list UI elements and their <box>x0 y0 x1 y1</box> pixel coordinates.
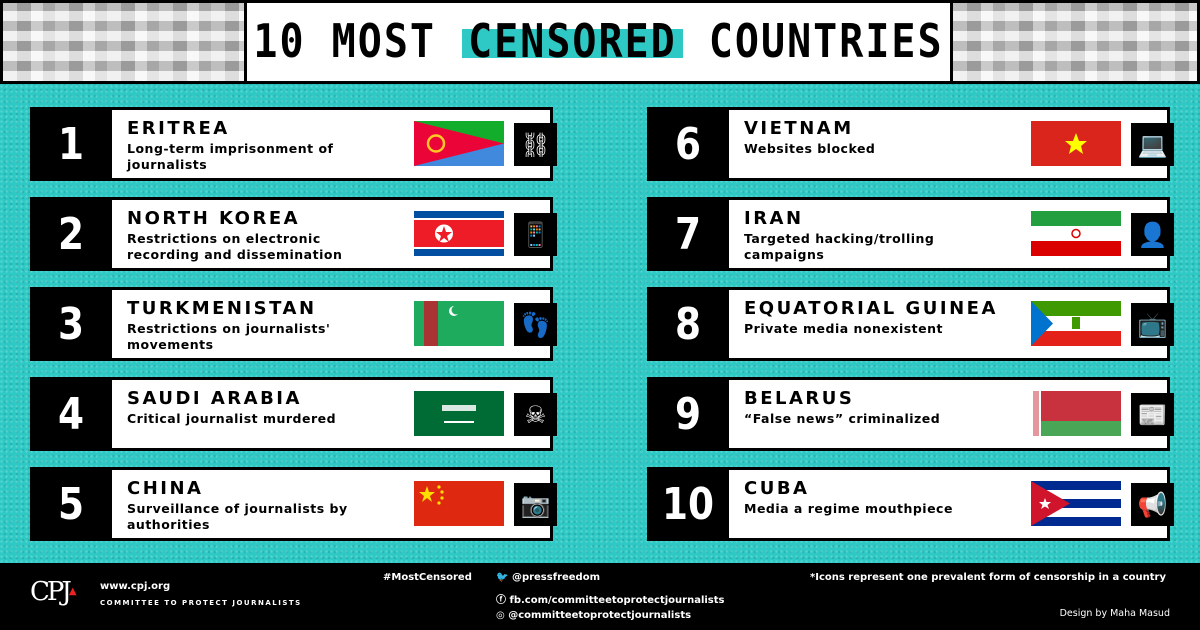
country-name: SAUDI ARABIA <box>127 388 302 409</box>
rank-number: 4 <box>57 388 85 440</box>
blurred-decoration-left <box>3 3 244 81</box>
title-highlight: CENSORED <box>462 15 683 69</box>
flag-turkmenistan <box>414 301 504 346</box>
card-body: CHINA Surveillance of journalists by aut… <box>112 470 557 538</box>
rank-number: 6 <box>674 118 702 170</box>
country-card: 3 TURKMENISTAN Restrictions on journalis… <box>30 287 557 361</box>
card-body: TURKMENISTAN Restrictions on journalists… <box>112 290 557 358</box>
flag-china <box>414 481 504 526</box>
card-body: VIETNAM Websites blocked 💻 <box>729 110 1174 178</box>
facebook-icon: ⓕ <box>496 595 506 606</box>
footprints-icon: 👣 <box>514 303 557 346</box>
censorship-description: Restrictions on journalists' movements <box>127 321 331 352</box>
facebook-link[interactable]: fb.com/committeetoprotectjournalists <box>509 595 725 606</box>
censorship-description: Media a regime mouthpiece <box>744 501 953 516</box>
country-name: IRAN <box>744 208 804 229</box>
org-name: COMMITTEE TO PROTECT JOURNALISTS <box>100 599 302 607</box>
twitter-icon: 🐦 <box>496 572 509 583</box>
rank-number: 5 <box>57 478 85 530</box>
country-card: 2 NORTH KOREA Restrictions on electronic… <box>30 197 557 271</box>
hashtag: #MostCensored <box>383 572 472 583</box>
country-card: 1 ERITREA Long-term imprisonment of jour… <box>30 107 557 181</box>
country-name: EQUATORIAL GUINEA <box>744 298 998 319</box>
rank-number: 3 <box>57 298 85 350</box>
title-part: 10 MOST <box>253 15 436 69</box>
fake-news-icon: 📰 <box>1131 393 1174 436</box>
prison-bars-icon: ⛓ <box>514 123 557 166</box>
card-body: NORTH KOREA Restrictions on electronic r… <box>112 200 557 268</box>
country-name: CHINA <box>127 478 204 499</box>
header: 10 MOST CENSORED COUNTRIES <box>0 0 1200 84</box>
country-name: CUBA <box>744 478 810 499</box>
censorship-description: “False news” criminalized <box>744 411 941 426</box>
country-card: 5 CHINA Surveillance of journalists by a… <box>30 467 557 541</box>
card-body: EQUATORIAL GUINEA Private media nonexist… <box>729 290 1174 358</box>
icon-note: *Icons represent one prevalent form of c… <box>810 572 1166 583</box>
country-card: 10 CUBA Media a regime mouthpiece 📢 <box>647 467 1174 541</box>
footer: CPJ▲ www.cpj.org COMMITTEE TO PROTECT JO… <box>0 563 1200 630</box>
censorship-description: Critical journalist murdered <box>127 411 337 426</box>
country-name: BELARUS <box>744 388 855 409</box>
censorship-description: Long-term imprisonment of journalists <box>127 141 334 172</box>
flag-iran <box>1031 211 1121 256</box>
flag-belarus <box>1031 391 1121 436</box>
cpj-logo: CPJ▲ <box>30 577 77 607</box>
locked-laptop-icon: 💻 <box>1131 123 1174 166</box>
card-body: CUBA Media a regime mouthpiece 📢 <box>729 470 1174 538</box>
flag-north-korea <box>414 211 504 256</box>
camera-tripod-icon: 📷 <box>514 483 557 526</box>
megaphone-icon: 📢 <box>1131 483 1174 526</box>
body-outline-icon: ☠ <box>514 393 557 436</box>
twitter-link[interactable]: @pressfreedom <box>511 572 601 583</box>
hacker-icon: 👤 <box>1131 213 1174 256</box>
country-card: 7 IRAN Targeted hacking/trolling campaig… <box>647 197 1174 271</box>
country-name: ERITREA <box>127 118 230 139</box>
country-name: TURKMENISTAN <box>127 298 317 319</box>
rank-number: 10 <box>661 478 715 530</box>
country-name: NORTH KOREA <box>127 208 301 229</box>
country-card: 6 VIETNAM Websites blocked 💻 <box>647 107 1174 181</box>
rank-number: 9 <box>674 388 702 440</box>
card-body: BELARUS “False news” criminalized 📰 <box>729 380 1174 448</box>
rank-number: 2 <box>57 208 85 260</box>
instagram-link[interactable]: @committeetoprotectjournalists <box>508 610 692 621</box>
country-card: 4 SAUDI ARABIA Critical journalist murde… <box>30 377 557 451</box>
card-body: IRAN Targeted hacking/trolling campaigns… <box>729 200 1174 268</box>
card-body: SAUDI ARABIA Critical journalist murdere… <box>112 380 557 448</box>
blurred-decoration-right <box>953 3 1197 81</box>
rank-number: 7 <box>674 208 702 260</box>
country-card: 8 EQUATORIAL GUINEA Private media nonexi… <box>647 287 1174 361</box>
censorship-description: Surveillance of journalists by authoriti… <box>127 501 348 532</box>
website-link[interactable]: www.cpj.org <box>100 581 171 592</box>
design-credit: Design by Maha Masud <box>1059 608 1170 619</box>
country-card: 9 BELARUS “False news” criminalized 📰 <box>647 377 1174 451</box>
flag-vietnam <box>1031 121 1121 166</box>
censorship-description: Private media nonexistent <box>744 321 943 336</box>
news-anchor-icon: 📺 <box>1131 303 1174 346</box>
card-body: ERITREA Long-term imprisonment of journa… <box>112 110 557 178</box>
title-part: COUNTRIES <box>708 15 944 69</box>
page-title: 10 MOST CENSORED COUNTRIES <box>253 15 944 69</box>
flag-cuba <box>1031 481 1121 526</box>
title-box: 10 MOST CENSORED COUNTRIES <box>247 3 950 81</box>
rank-number: 8 <box>674 298 702 350</box>
censorship-description: Websites blocked <box>744 141 876 156</box>
phone-recorder-icon: 📱 <box>514 213 557 256</box>
instagram-icon: ◎ <box>496 610 505 621</box>
flag-saudi-arabia <box>414 391 504 436</box>
flag-eritrea <box>414 121 504 166</box>
censorship-description: Targeted hacking/trolling campaigns <box>744 231 935 262</box>
country-name: VIETNAM <box>744 118 854 139</box>
rank-number: 1 <box>57 118 85 170</box>
flag-equatorial-guinea <box>1031 301 1121 346</box>
censorship-description: Restrictions on electronic recording and… <box>127 231 343 262</box>
